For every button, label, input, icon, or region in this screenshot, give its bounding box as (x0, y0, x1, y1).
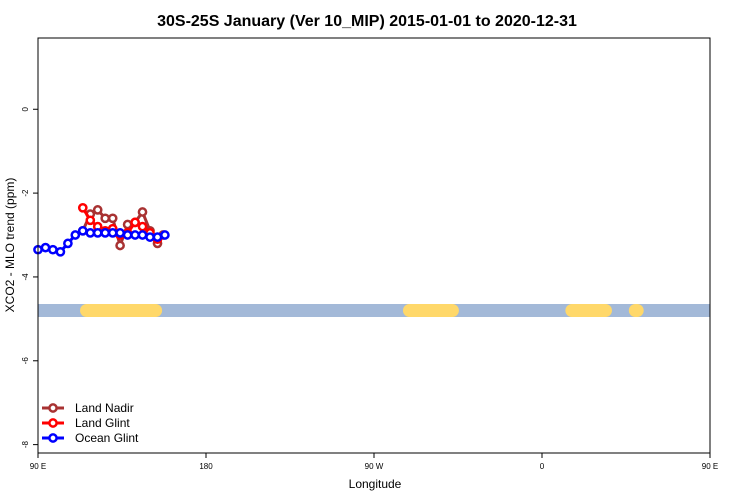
ocean-glint-point-7 (85, 228, 96, 238)
series-layer (33, 202, 170, 257)
x-tick-label-3: 0 (540, 462, 545, 471)
land-glint-point-1 (85, 215, 96, 226)
ocean-glint-point-15 (145, 232, 155, 242)
ocean-glint-point-14 (137, 230, 148, 240)
ocean-glint-point-12 (122, 230, 133, 240)
land-nadir-point-3 (100, 213, 111, 224)
legend-item-land-nadir: Land Nadir (42, 401, 134, 415)
ocean-glint-point-3 (55, 246, 66, 257)
legend-item-land-glint: Land Glint (42, 416, 130, 430)
land-glint-point-0 (77, 202, 88, 213)
legend-label: Land Nadir (75, 401, 134, 415)
axes-layer: 0 -2 -4 -6 -8 90 E 180 90 W 0 90 E (21, 106, 718, 471)
x-tick-label-1: 180 (199, 462, 213, 471)
ocean-glint-point-4 (63, 238, 73, 249)
x-tick-label-0: 90 E (30, 462, 46, 471)
y-tick-label-4: -8 (21, 441, 30, 449)
ocean-glint-point-11 (115, 228, 125, 238)
series-land-nadir (77, 205, 168, 251)
ocean-glint-point-6 (77, 225, 88, 236)
land-nadir-point-4 (107, 213, 118, 224)
x-tick-label-2: 90 W (365, 462, 384, 471)
ocean-glint-point-9 (100, 228, 111, 238)
x-axis-label: Longitude (349, 477, 402, 491)
legend-swatch-marker (48, 433, 58, 443)
y-axis-label: XCO2 - MLO trend (ppm) (3, 178, 17, 313)
ocean-glint-point-8 (92, 228, 103, 238)
plot-frame (37, 37, 711, 454)
legend-swatch-marker (48, 403, 58, 413)
y-tick-label-0: 0 (21, 106, 30, 111)
land-glint-point-8 (137, 221, 148, 232)
x-tick-label-4: 90 E (702, 462, 718, 471)
ocean-glint-point-2 (48, 244, 58, 255)
ocean-glint-point-13 (130, 230, 140, 240)
ocean-glint-point-1 (40, 242, 51, 253)
land-glint-point-7 (130, 217, 140, 228)
ocean-glint-point-5 (70, 230, 81, 240)
land-nadir-point-2 (92, 205, 103, 215)
land-nadir-point-8 (137, 207, 148, 217)
legend-label: Ocean Glint (75, 431, 139, 445)
ocean-glint-point-10 (107, 228, 118, 238)
series-ocean-glint (33, 225, 170, 257)
legend-item-ocean-glint: Ocean Glint (42, 431, 139, 445)
y-tick-label-1: -2 (21, 189, 30, 197)
land-nadir-point-5 (115, 240, 125, 251)
y-tick-label-2: -4 (21, 273, 30, 281)
legend-label: Land Glint (75, 416, 130, 430)
ocean-glint-point-16 (152, 232, 163, 242)
chart-title: 30S-25S January (Ver 10_MIP) 2015-01-01 … (157, 13, 577, 30)
legend-swatch-marker (48, 418, 58, 428)
ocean-glint-point-17 (160, 230, 170, 240)
y-tick-label-3: -6 (21, 357, 30, 365)
